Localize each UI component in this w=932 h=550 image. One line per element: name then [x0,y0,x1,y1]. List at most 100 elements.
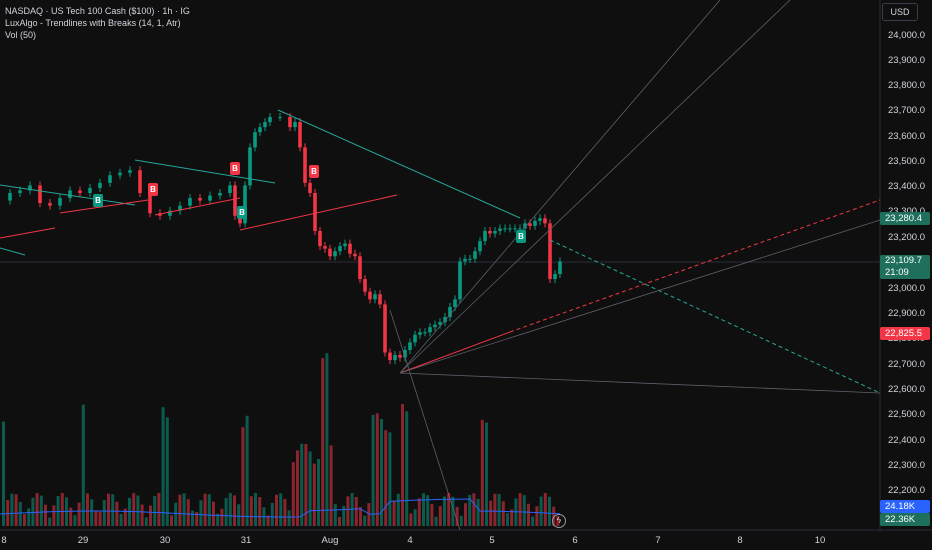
candle-body [488,230,492,234]
volume-bar [111,494,115,526]
candle-body [403,349,407,358]
volume-bar [354,496,358,526]
volume-bar [283,499,287,526]
candle-body [248,147,252,186]
volume-bar [346,496,350,526]
volume-bar [388,432,392,526]
lightning-icon[interactable]: ϟ [552,514,566,528]
volume-bar [241,427,245,526]
volume-bar [312,463,316,526]
break-signal: B [148,183,158,196]
volume-bar [140,504,144,526]
indicator-title[interactable]: LuxAlgo - Trendlines with Breaks (14, 1,… [5,18,181,28]
candle-body [338,246,342,252]
volume-bar [191,510,194,526]
volume-bar [207,494,211,526]
volume-bar [161,407,165,526]
time-tick: 6 [572,535,578,546]
time-tick: 5 [489,535,495,546]
candle-body [518,228,522,230]
volume-bar [165,417,169,526]
buy-signal: B [237,206,247,219]
volume-bar [535,506,539,526]
volume-bar [300,443,304,526]
volume-title[interactable]: Vol (50) [5,30,37,40]
volume-bar [249,496,253,526]
volume-bar [367,503,371,526]
volume-bar [203,493,207,526]
volume-bar [144,517,148,526]
volume-bar [94,510,98,526]
candle-body [463,258,467,262]
candle-body [458,261,462,300]
candle-body [383,304,387,353]
volume-bar [90,499,94,526]
volume-bar [308,451,312,526]
volume-bar [291,462,295,526]
time-tick: 31 [240,535,252,546]
time-tick: 8 [1,535,7,546]
volume-bar [10,493,14,526]
volume-bar [98,511,102,526]
volume-bar [489,500,493,526]
countdown-value: 21:09 [885,267,909,278]
volume-bar [157,493,161,526]
volume-bar [434,516,438,526]
volume-bar [338,516,341,526]
volume-bar [69,507,73,526]
candle-body [558,261,562,275]
volume-bar [212,501,215,526]
trendline-resistance-extension [549,239,881,394]
volume-bar [132,493,136,526]
time-axis[interactable]: 8 29 30 31 Aug 4 5 6 7 8 10 [0,530,880,550]
volume-bar [417,498,421,526]
volume-bar [119,514,123,526]
volume-bar [44,504,47,526]
candle-body [218,192,222,196]
volume-bar [270,502,274,526]
candle-body [428,327,432,333]
candle-body [138,170,142,193]
symbol-title[interactable]: NASDAQ · US Tech 100 Cash ($100) · 1h · … [5,6,190,16]
volume-bar [472,493,476,526]
candle-body [493,230,497,234]
candle-body [68,190,72,199]
volume-bar [39,495,43,526]
candle-body [553,274,557,280]
volume-bar [237,504,241,526]
volume-bar [2,421,5,526]
price-tick: 23,800.0 [888,80,925,91]
candle-body [253,132,257,148]
volume-bar [522,495,526,526]
candle-body [398,355,402,358]
volume-bar [396,493,400,526]
volume-bar [27,508,31,526]
candle-body [98,182,102,188]
candle-body [188,198,192,206]
volume-bar [548,496,551,526]
legend: NASDAQ · US Tech 100 Cash ($100) · 1h · … [5,5,190,41]
candle-body [128,170,132,173]
volume-bar [136,495,140,526]
trendline-support [399,331,511,374]
volume-bar [56,496,60,526]
candle-body [38,185,42,204]
candle-body [533,220,537,226]
trendline-resistance [0,247,26,256]
candle-body [443,317,447,323]
volume-bar [170,515,173,526]
volume-bar [86,493,89,526]
candle-body [293,122,297,128]
currency-button[interactable]: USD [882,3,918,21]
candle-body [388,352,392,361]
candle-body [373,294,377,300]
volume-bar [48,517,52,526]
candle-body [508,228,512,230]
trendline-support [239,194,398,231]
candle-body [228,185,232,193]
volume-bar [23,514,26,526]
trendline-resistance [134,159,276,184]
volume-bar [287,510,291,526]
